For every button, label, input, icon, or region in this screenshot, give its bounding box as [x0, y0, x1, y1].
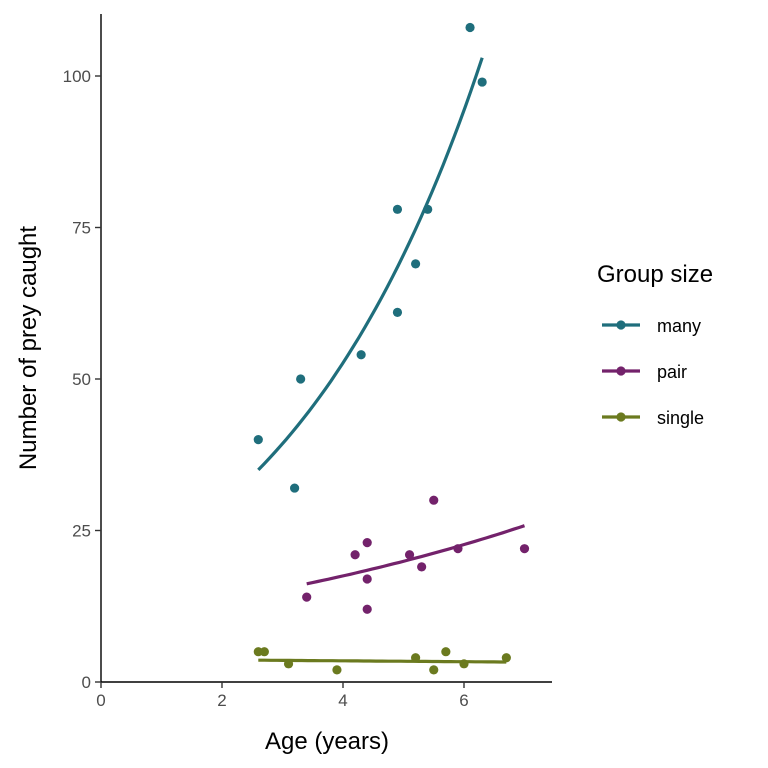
point-many	[423, 204, 433, 214]
y-tick-label: 100	[63, 67, 91, 86]
x-tick-label: 0	[96, 691, 105, 710]
point-single	[259, 647, 269, 657]
point-single	[411, 653, 421, 663]
x-tick-label: 6	[459, 691, 468, 710]
point-pair	[429, 495, 439, 505]
legend-label-single: single	[657, 408, 704, 428]
point-single	[429, 665, 439, 675]
point-many	[411, 259, 421, 269]
y-tick-label: 0	[82, 673, 91, 692]
trend-line-many	[257, 57, 484, 472]
legend-key-point-many	[616, 320, 626, 330]
point-pair	[453, 544, 463, 554]
y-tick-label: 50	[72, 370, 91, 389]
trend-line-pair	[306, 524, 526, 586]
trend-line-single	[258, 658, 507, 664]
legend: Group size many pair single	[597, 261, 713, 428]
point-pair	[519, 544, 530, 554]
point-single	[501, 653, 511, 663]
y-tick-label: 25	[72, 522, 91, 541]
point-pair	[362, 574, 372, 584]
point-pair	[417, 562, 427, 572]
y-tick-label: 75	[72, 219, 91, 238]
point-many	[465, 22, 475, 33]
legend-title: Group size	[597, 261, 713, 288]
legend-key-point-single	[616, 412, 626, 422]
point-many	[356, 350, 366, 360]
point-single	[283, 659, 294, 669]
point-pair	[350, 550, 360, 560]
legend-key-point-pair	[616, 366, 626, 376]
point-pair	[302, 592, 312, 602]
point-many	[296, 374, 306, 384]
point-pair	[404, 550, 415, 560]
point-many	[290, 483, 300, 493]
x-tick-label: 4	[338, 691, 347, 710]
legend-label-many: many	[657, 316, 701, 336]
point-many	[392, 204, 403, 214]
x-tick-label: 2	[217, 691, 226, 710]
point-many	[253, 435, 263, 445]
point-pair	[362, 538, 372, 548]
x-axis-title: Age (years)	[265, 728, 389, 755]
point-pair	[362, 604, 372, 614]
point-single	[332, 665, 342, 675]
legend-label-pair: pair	[657, 362, 687, 382]
point-single	[441, 647, 451, 657]
y-axis-title: Number of prey caught	[15, 226, 42, 470]
point-single	[459, 659, 469, 669]
point-many	[477, 77, 487, 87]
point-many	[392, 307, 403, 317]
plot-area: 0 2 4 6 0 25 50 75 100	[63, 14, 552, 710]
